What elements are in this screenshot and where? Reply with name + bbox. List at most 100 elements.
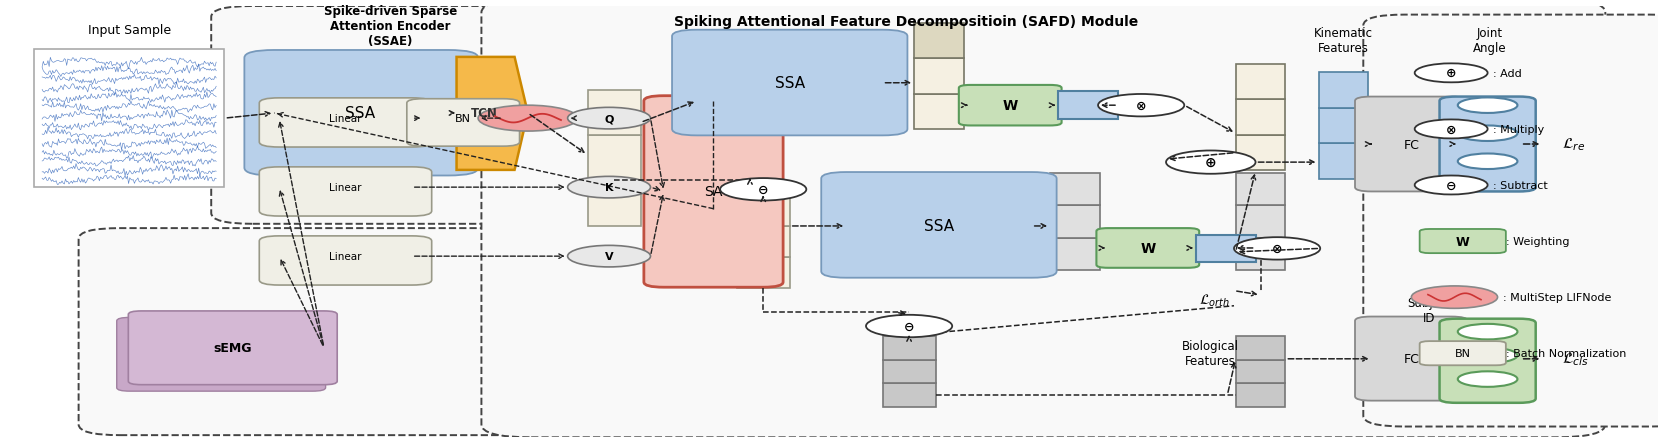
Text: W: W — [1003, 99, 1018, 113]
Text: SSA: SSA — [774, 76, 806, 91]
Text: ⊗: ⊗ — [1136, 99, 1146, 113]
Text: K: K — [605, 183, 613, 193]
Bar — [588, 136, 641, 181]
Text: W: W — [1139, 241, 1156, 255]
Bar — [882, 384, 935, 407]
Text: SSA: SSA — [924, 218, 953, 233]
Text: ⊕: ⊕ — [1204, 156, 1216, 170]
Circle shape — [1412, 286, 1498, 309]
FancyBboxPatch shape — [1355, 317, 1468, 401]
Text: : MultiStep LIFNode: : MultiStep LIFNode — [1503, 293, 1611, 302]
Text: Biological
Features: Biological Features — [1183, 339, 1239, 367]
Text: BN: BN — [1455, 348, 1470, 358]
Circle shape — [865, 315, 952, 337]
Bar — [1236, 65, 1286, 100]
FancyBboxPatch shape — [1096, 229, 1199, 268]
Bar — [33, 50, 224, 188]
Bar — [1319, 144, 1369, 179]
Text: ⊖: ⊖ — [1447, 179, 1457, 192]
Bar — [914, 59, 963, 94]
Bar — [914, 24, 963, 59]
Circle shape — [568, 246, 651, 267]
Circle shape — [1166, 151, 1256, 174]
FancyBboxPatch shape — [1420, 341, 1507, 365]
Bar — [1319, 73, 1369, 109]
Circle shape — [1458, 371, 1518, 387]
Bar — [882, 360, 935, 384]
Circle shape — [568, 108, 651, 130]
Bar — [1236, 100, 1286, 135]
Circle shape — [721, 179, 806, 201]
Circle shape — [1234, 238, 1320, 260]
FancyBboxPatch shape — [407, 99, 520, 147]
Text: Kinematic
Features: Kinematic Features — [1314, 28, 1374, 55]
Text: SSA: SSA — [345, 106, 375, 121]
Text: Joint
Angle: Joint Angle — [1472, 28, 1507, 55]
Text: V: V — [605, 251, 613, 261]
Text: ⊕: ⊕ — [1447, 67, 1457, 80]
Text: : Weighting: : Weighting — [1507, 237, 1570, 247]
Text: Linear: Linear — [329, 251, 362, 261]
Text: sEMG: sEMG — [214, 341, 252, 354]
Bar — [737, 258, 789, 289]
Bar — [1050, 206, 1100, 238]
Text: Input Sample: Input Sample — [88, 24, 171, 37]
FancyBboxPatch shape — [821, 173, 1056, 278]
Bar — [1236, 360, 1286, 384]
Circle shape — [1415, 64, 1488, 83]
Bar — [1236, 238, 1286, 270]
Circle shape — [478, 106, 578, 132]
Circle shape — [1415, 176, 1488, 195]
Text: Linear: Linear — [329, 183, 362, 193]
Circle shape — [1458, 348, 1518, 363]
Bar — [588, 181, 641, 226]
FancyBboxPatch shape — [482, 0, 1605, 437]
Bar — [588, 91, 641, 136]
Polygon shape — [457, 58, 528, 170]
Text: Q: Q — [605, 114, 615, 124]
FancyBboxPatch shape — [1440, 97, 1536, 192]
Text: $\mathcal{L}_{re}$: $\mathcal{L}_{re}$ — [1563, 136, 1585, 153]
FancyBboxPatch shape — [644, 96, 782, 288]
Bar — [914, 94, 963, 130]
Text: FC: FC — [1404, 353, 1418, 365]
FancyBboxPatch shape — [673, 31, 907, 136]
Text: BN: BN — [455, 114, 472, 124]
FancyBboxPatch shape — [1440, 319, 1536, 403]
Text: ⊗: ⊗ — [1272, 242, 1282, 255]
Text: : Subtract: : Subtract — [1493, 180, 1548, 191]
Text: Subject
ID: Subject ID — [1407, 297, 1452, 324]
Text: ⊖: ⊖ — [757, 184, 769, 196]
Text: SA: SA — [704, 185, 723, 199]
FancyBboxPatch shape — [78, 229, 568, 435]
FancyBboxPatch shape — [244, 51, 478, 176]
Bar — [1319, 109, 1369, 144]
Bar — [737, 227, 789, 258]
Circle shape — [1458, 324, 1518, 339]
Text: $\mathcal{L}_{orth}$: $\mathcal{L}_{orth}$ — [1199, 292, 1229, 309]
Bar — [1236, 135, 1286, 170]
Bar — [1050, 238, 1100, 270]
Text: $\mathcal{L}_{cls}$: $\mathcal{L}_{cls}$ — [1563, 351, 1590, 367]
FancyBboxPatch shape — [259, 237, 432, 286]
FancyBboxPatch shape — [1364, 16, 1661, 427]
FancyBboxPatch shape — [128, 311, 337, 385]
Bar — [1236, 173, 1286, 206]
Circle shape — [1098, 95, 1184, 117]
Text: : Multiply: : Multiply — [1493, 125, 1543, 134]
Circle shape — [1458, 126, 1518, 141]
Text: W: W — [1457, 235, 1470, 248]
Text: : Batch Normalization: : Batch Normalization — [1507, 348, 1626, 358]
Bar — [1236, 336, 1286, 360]
Text: Spike-driven Sparse
Attention Encoder
(SSAE): Spike-driven Sparse Attention Encoder (S… — [324, 5, 457, 48]
Text: Spiking Attentional Feature Decompositioin (SAFD) Module: Spiking Attentional Feature Decompositio… — [674, 15, 1138, 29]
Bar — [1050, 173, 1100, 206]
Text: ⊖: ⊖ — [904, 320, 914, 333]
Circle shape — [1415, 120, 1488, 139]
Bar — [882, 336, 935, 360]
Text: FC: FC — [1404, 138, 1418, 151]
Bar — [1058, 92, 1118, 120]
Text: : Add: : Add — [1493, 69, 1521, 79]
FancyBboxPatch shape — [958, 86, 1061, 126]
Circle shape — [568, 177, 651, 198]
